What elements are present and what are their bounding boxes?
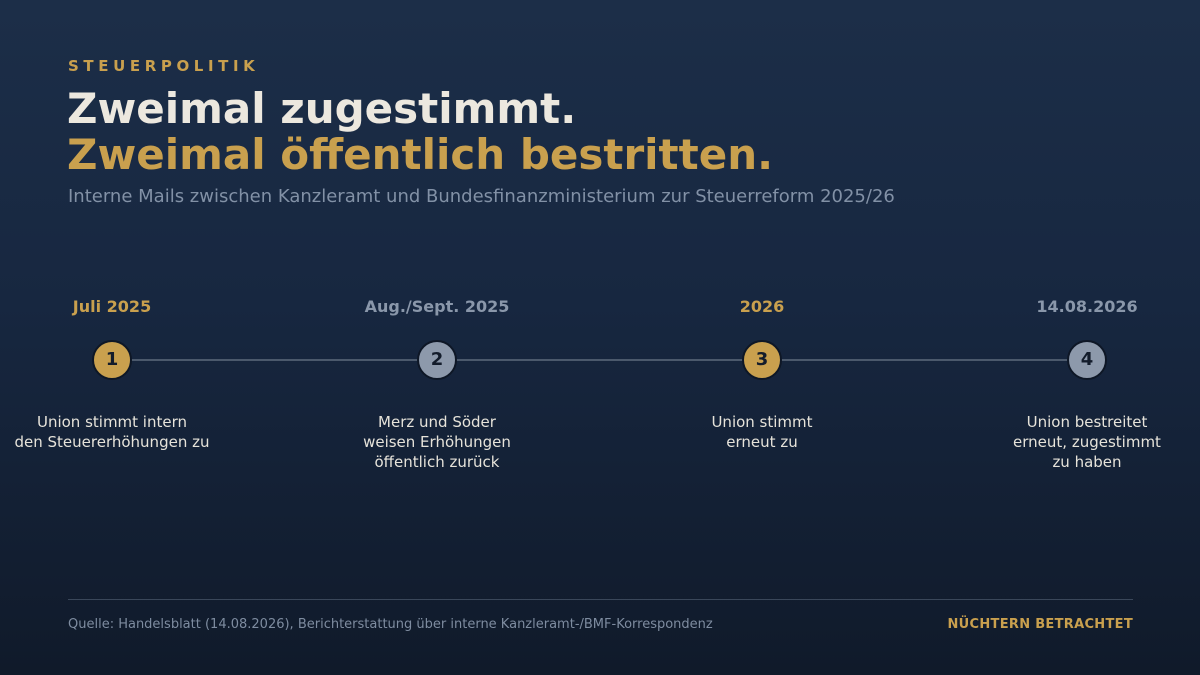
- step-description-line: Merz und Söder: [378, 413, 496, 431]
- step-description-line: öffentlich zurück: [374, 453, 500, 471]
- step-description-line: erneut, zugestimmt: [1013, 433, 1161, 451]
- timeline-step-2: Aug./Sept. 2025 2 Merz und Söder weisen …: [327, 0, 547, 675]
- footer-divider: [68, 599, 1133, 600]
- timeline-step-1: Juli 2025 1 Union stimmt intern den Steu…: [2, 0, 222, 675]
- step-number-badge: 2: [417, 340, 457, 380]
- step-description-line: erneut zu: [726, 433, 798, 451]
- step-description: Union bestreitet erneut, zugestimmt zu h…: [977, 412, 1197, 472]
- step-description-line: weisen Erhöhungen: [363, 433, 511, 451]
- step-description-line: Union bestreitet: [1026, 413, 1148, 431]
- timeline-step-4: 14.08.2026 4 Union bestreitet erneut, zu…: [977, 0, 1197, 675]
- section-label: STEUERPOLITIK: [68, 57, 260, 75]
- step-description: Union stimmt erneut zu: [652, 412, 872, 452]
- headline: Zweimal zugestimmt. Zweimal öffentlich b…: [67, 86, 773, 178]
- step-date: 14.08.2026: [1036, 297, 1138, 316]
- step-number-badge: 4: [1067, 340, 1107, 380]
- step-date: Aug./Sept. 2025: [364, 297, 510, 316]
- step-description-line: Union stimmt intern: [36, 413, 188, 431]
- headline-line-2: Zweimal öffentlich bestritten.: [67, 130, 774, 179]
- step-description: Merz und Söder weisen Erhöhungen öffentl…: [327, 412, 547, 472]
- step-description-line: Union stimmt: [711, 413, 813, 431]
- step-description: Union stimmt intern den Steuererhöhungen…: [2, 412, 222, 452]
- step-number-badge: 3: [742, 340, 782, 380]
- source-note: Quelle: Handelsblatt (14.08.2026), Beric…: [68, 617, 713, 632]
- timeline-connector: [112, 359, 1087, 361]
- headline-line-1: Zweimal zugestimmt.: [67, 84, 577, 133]
- step-description-line: zu haben: [1052, 453, 1122, 471]
- brand-label: NÜCHTERN BETRACHTET: [947, 617, 1133, 632]
- step-date: 2026: [739, 297, 785, 316]
- step-date: Juli 2025: [72, 297, 152, 316]
- step-number-badge: 1: [92, 340, 132, 380]
- timeline-step-3: 2026 3 Union stimmt erneut zu: [652, 0, 872, 675]
- step-description-line: den Steuererhöhungen zu: [14, 433, 210, 451]
- subtitle: Interne Mails zwischen Kanzleramt und Bu…: [68, 186, 895, 207]
